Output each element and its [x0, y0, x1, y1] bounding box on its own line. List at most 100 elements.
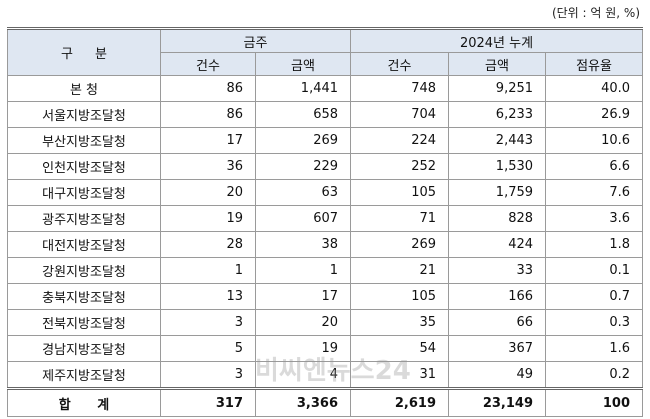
column-header: 건수	[350, 52, 450, 76]
cell: 31	[350, 361, 450, 389]
column-header: 금액	[254, 52, 352, 76]
cell: 3	[160, 309, 256, 336]
unit-note: (단위 : 억 원, %)	[551, 6, 640, 20]
cell: 166	[448, 283, 547, 310]
cell: 33	[448, 257, 547, 284]
column-header: 점유율	[545, 52, 644, 76]
cell: 269	[350, 231, 450, 258]
cell: 704	[350, 101, 450, 128]
row-label: 서울지방조달청	[7, 101, 161, 128]
cell: 21	[350, 257, 450, 284]
cell: 1,759	[448, 179, 547, 206]
cell: 36	[160, 153, 256, 180]
cell: 86	[160, 75, 256, 102]
cell: 20	[160, 179, 256, 206]
table-header: 구 분 금주 2024년 누계 건수 금액 건수 금액 점유율	[7, 27, 644, 76]
header-row: 구 분 금주 2024년 누계	[7, 27, 644, 76]
cell: 105	[350, 179, 450, 206]
column-header: 금액	[448, 52, 547, 76]
cell: 0.7	[545, 283, 644, 310]
data-row: 대구지방조달청 20 63 105 1,759 7.6	[7, 179, 644, 206]
cell: 86	[160, 101, 256, 128]
procurement-table: 구 분 금주 2024년 누계 건수 금액 건수 금액 점유율 본 청 86 1,441 74…	[7, 27, 644, 417]
cell: 17	[160, 127, 256, 154]
cell: 105	[350, 283, 450, 310]
group-label: 구 분	[7, 27, 161, 76]
data-row: 경남지방조달청 5 19 54 367 1.6	[7, 335, 644, 362]
row-label: 전북지방조달청	[7, 309, 161, 336]
cell: 1.6	[545, 335, 644, 362]
data-row: 광주지방조달청 19 607 71 828 3.6	[7, 205, 644, 232]
cell: 13	[160, 283, 256, 310]
cell: 607	[254, 205, 352, 232]
cell: 0.2	[545, 361, 644, 389]
data-row: 서울지방조달청 86 658 704 6,233 26.9	[7, 101, 644, 128]
row-label: 인천지방조달청	[7, 153, 161, 180]
cell: 424	[448, 231, 547, 258]
cell: 3	[160, 361, 256, 389]
data-row: 전북지방조달청 3 20 35 66 0.3	[7, 309, 644, 336]
cell: 1	[160, 257, 256, 284]
cell: 317	[160, 387, 256, 417]
cell: 1,441	[254, 75, 352, 102]
cell: 40.0	[545, 75, 644, 102]
group-header: 2024년 누계	[350, 27, 644, 53]
total-row: 합 계 317 3,366 2,619 23,149 100	[7, 387, 644, 417]
table-body: 본 청 86 1,441 748 9,251 40.0 서울지방조달청 86 658 704 6,2…	[7, 75, 644, 417]
row-label: 대전지방조달청	[7, 231, 161, 258]
cell: 7.6	[545, 179, 644, 206]
cell: 19	[160, 205, 256, 232]
cell: 1	[254, 257, 352, 284]
cell: 224	[350, 127, 450, 154]
data-row: 강원지방조달청 1 1 21 33 0.1	[7, 257, 644, 284]
data-row: 제주지방조달청 3 4 31 49 0.2	[7, 361, 644, 389]
row-label: 대구지방조달청	[7, 179, 161, 206]
cell: 19	[254, 335, 352, 362]
data-row: 대전지방조달청 28 38 269 424 1.8	[7, 231, 644, 258]
cell: 0.3	[545, 309, 644, 336]
data-row: 인천지방조달청 36 229 252 1,530 6.6	[7, 153, 644, 180]
group-header: 금주	[159, 27, 352, 53]
row-label: 합 계	[7, 387, 161, 417]
row-label: 강원지방조달청	[7, 257, 161, 284]
cell: 6,233	[448, 101, 547, 128]
data-row: 부산지방조달청 17 269 224 2,443 10.6	[7, 127, 644, 154]
cell: 2,443	[448, 127, 547, 154]
cell: 63	[254, 179, 352, 206]
cell: 71	[350, 205, 450, 232]
cell: 54	[350, 335, 450, 362]
cell: 269	[254, 127, 352, 154]
cell: 35	[350, 309, 450, 336]
cell: 17	[254, 283, 352, 310]
row-label: 부산지방조달청	[7, 127, 161, 154]
cell: 0.1	[545, 257, 644, 284]
cell: 3,366	[254, 387, 352, 417]
cell: 1,530	[448, 153, 547, 180]
cell: 658	[254, 101, 352, 128]
cell: 9,251	[448, 75, 547, 102]
cell: 38	[254, 231, 352, 258]
cell: 28	[160, 231, 256, 258]
row-label: 충북지방조달청	[7, 283, 161, 310]
cell: 66	[448, 309, 547, 336]
cell: 748	[350, 75, 450, 102]
cell: 1.8	[545, 231, 644, 258]
cell: 23,149	[448, 387, 547, 417]
cell: 3.6	[545, 205, 644, 232]
cell: 4	[254, 361, 352, 389]
cell: 26.9	[545, 101, 644, 128]
cell: 20	[254, 309, 352, 336]
cell: 229	[254, 153, 352, 180]
cell: 10.6	[545, 127, 644, 154]
data-row: 충북지방조달청 13 17 105 166 0.7	[7, 283, 644, 310]
data-row: 본 청 86 1,441 748 9,251 40.0	[7, 75, 644, 102]
cell: 828	[448, 205, 547, 232]
cell: 49	[448, 361, 547, 389]
column-header: 건수	[160, 52, 256, 76]
row-label: 광주지방조달청	[7, 205, 161, 232]
cell: 5	[160, 335, 256, 362]
cell: 6.6	[545, 153, 644, 180]
header-row: 건수 금액 건수 금액 점유율	[8, 52, 644, 76]
cell: 100	[545, 387, 644, 417]
